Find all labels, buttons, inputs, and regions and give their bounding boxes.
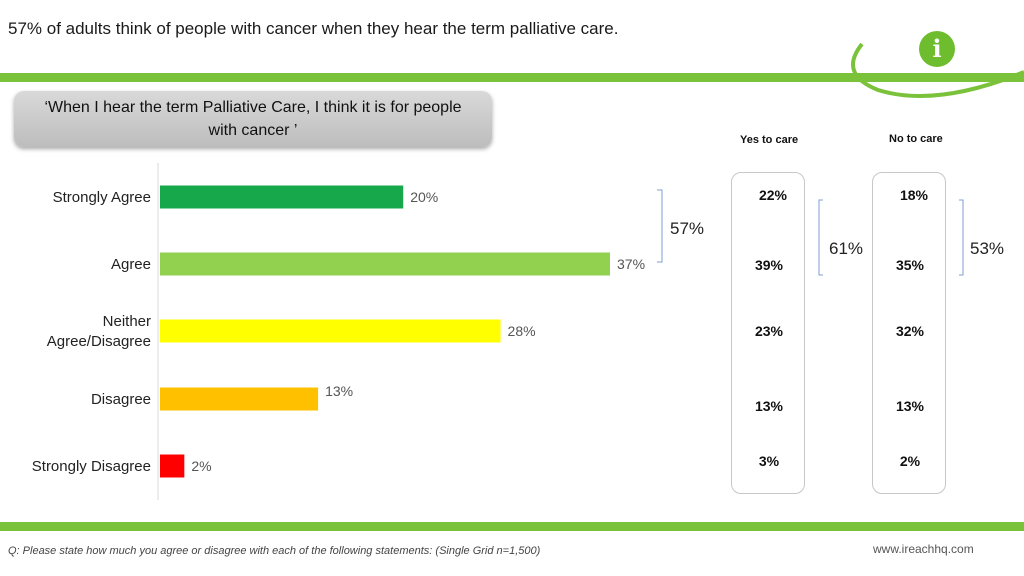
category-label-strongly-agree: Strongly Agree <box>53 189 151 206</box>
yes-disagree-value: 13% <box>754 398 784 414</box>
website-link[interactable]: www.ireachhq.com <box>873 542 974 556</box>
no-disagree-value: 13% <box>895 398 925 414</box>
yes-neither-value: 23% <box>754 323 784 339</box>
question-box: ‘When I hear the term Palliative Care, I… <box>14 91 492 147</box>
bar-strongly-agree <box>160 185 404 209</box>
question-text: ‘When I hear the term Palliative Care, I… <box>44 99 462 139</box>
category-label-neither-agree-disagree: Agree/Disagree <box>47 333 151 350</box>
yes-strongly-agree-value: 22% <box>758 187 788 203</box>
page-title: 57% of adults think of people with cance… <box>8 19 619 38</box>
logo-swoosh <box>851 42 1024 98</box>
no-to-care-panel <box>872 172 946 494</box>
yes-agree-value: 39% <box>754 257 784 273</box>
value-label-agree: 37% <box>617 256 645 272</box>
value-label-strongly-agree: 20% <box>410 189 438 205</box>
net-agree-bracket <box>657 189 663 263</box>
category-label-neither-agree-disagree: Neither <box>103 313 151 330</box>
yes-net-agree-bracket <box>818 199 823 276</box>
value-label-disagree: 13% <box>325 383 353 399</box>
category-label-agree: Agree <box>111 256 151 273</box>
no-neither-value: 32% <box>895 323 925 339</box>
header-divider <box>0 73 1024 82</box>
footer-divider <box>0 522 1024 531</box>
info-icon: i <box>919 31 955 67</box>
yes-to-care-header: Yes to care <box>740 134 799 146</box>
no-net-agree-bracket <box>959 199 964 276</box>
net-agree-total: 57% <box>670 219 705 238</box>
category-label-disagree: Disagree <box>91 391 151 408</box>
bar-agree <box>160 252 610 276</box>
value-label-neither-agree-disagree: 28% <box>508 323 536 339</box>
no-agree-value: 35% <box>895 257 925 273</box>
bar-disagree <box>160 387 319 411</box>
value-label-strongly-disagree: 2% <box>191 458 211 474</box>
survey-question-footnote: Q: Please state how much you agree or di… <box>8 545 541 557</box>
net-agree-no-to-care: 53% <box>970 239 1005 258</box>
yes-to-care-panel <box>731 172 805 494</box>
category-label-strongly-disagree: Strongly Disagree <box>32 458 151 475</box>
bar-strongly-disagree <box>160 454 185 478</box>
yes-strongly-disagree-value: 3% <box>758 453 780 469</box>
no-strongly-agree-value: 18% <box>899 187 929 203</box>
no-strongly-disagree-value: 2% <box>899 453 921 469</box>
no-to-care-header: No to care <box>889 133 943 145</box>
bar-neither-agree-disagree <box>160 319 501 343</box>
net-agree-yes-to-care: 61% <box>829 239 864 258</box>
